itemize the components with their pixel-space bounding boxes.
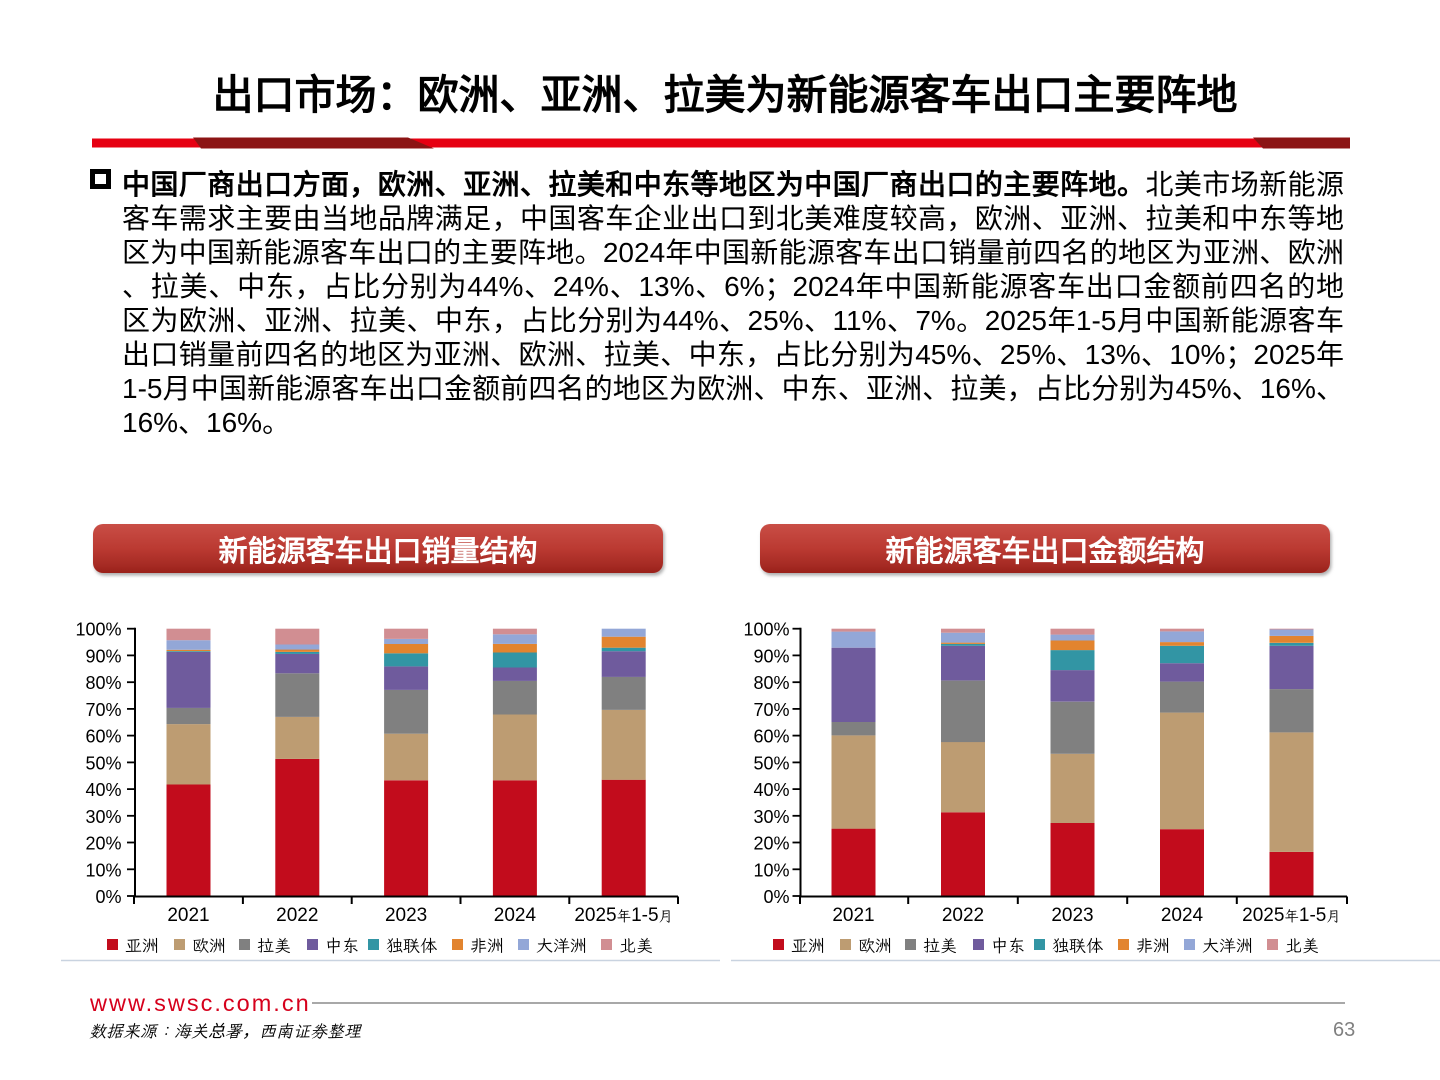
svg-text:欧洲: 欧洲 — [858, 937, 892, 956]
svg-text:50%: 50% — [753, 753, 789, 773]
svg-text:2023: 2023 — [385, 905, 427, 926]
svg-text:中东: 中东 — [325, 937, 359, 956]
svg-text:20%: 20% — [85, 834, 121, 854]
svg-text:80%: 80% — [85, 673, 121, 693]
svg-text:50%: 50% — [85, 753, 121, 773]
svg-text:独联体: 独联体 — [386, 937, 437, 956]
svg-text:30%: 30% — [85, 807, 121, 827]
svg-text:70%: 70% — [753, 700, 789, 720]
svg-text:2022: 2022 — [276, 905, 318, 926]
svg-text:中东: 中东 — [991, 937, 1025, 956]
svg-text:2025年1-5月: 2025年1-5月 — [574, 905, 673, 926]
svg-text:0%: 0% — [95, 887, 121, 907]
svg-text:40%: 40% — [753, 780, 789, 800]
svg-text:2023: 2023 — [1051, 905, 1093, 926]
svg-text:70%: 70% — [85, 700, 121, 720]
svg-text:20%: 20% — [753, 834, 789, 854]
svg-text:拉美: 拉美 — [923, 937, 957, 956]
svg-text:90%: 90% — [85, 646, 121, 666]
svg-text:大洋洲: 大洋洲 — [536, 937, 587, 956]
svg-text:40%: 40% — [85, 780, 121, 800]
svg-text:北美: 北美 — [619, 937, 653, 956]
svg-text:2021: 2021 — [832, 905, 874, 926]
svg-text:独联体: 独联体 — [1052, 937, 1103, 956]
svg-text:北美: 北美 — [1285, 937, 1319, 956]
svg-text:100%: 100% — [743, 620, 789, 640]
svg-text:欧洲: 欧洲 — [192, 937, 226, 956]
svg-text:2021: 2021 — [167, 905, 209, 926]
svg-text:2024: 2024 — [494, 905, 537, 926]
svg-text:60%: 60% — [85, 727, 121, 747]
svg-text:80%: 80% — [753, 673, 789, 693]
svg-text:亚洲: 亚洲 — [125, 937, 159, 956]
svg-text:10%: 10% — [85, 860, 121, 880]
svg-text:大洋洲: 大洋洲 — [1202, 937, 1253, 956]
svg-text:亚洲: 亚洲 — [791, 937, 825, 956]
svg-text:2025年1-5月: 2025年1-5月 — [1242, 905, 1341, 926]
svg-text:0%: 0% — [763, 887, 789, 907]
svg-text:非洲: 非洲 — [1136, 937, 1170, 956]
svg-text:非洲: 非洲 — [470, 937, 504, 956]
svg-text:2022: 2022 — [942, 905, 984, 926]
svg-text:60%: 60% — [753, 727, 789, 747]
svg-text:30%: 30% — [753, 807, 789, 827]
svg-text:拉美: 拉美 — [257, 937, 291, 956]
svg-text:2024: 2024 — [1161, 905, 1204, 926]
svg-text:10%: 10% — [753, 860, 789, 880]
svg-text:90%: 90% — [753, 646, 789, 666]
svg-text:100%: 100% — [75, 620, 121, 640]
